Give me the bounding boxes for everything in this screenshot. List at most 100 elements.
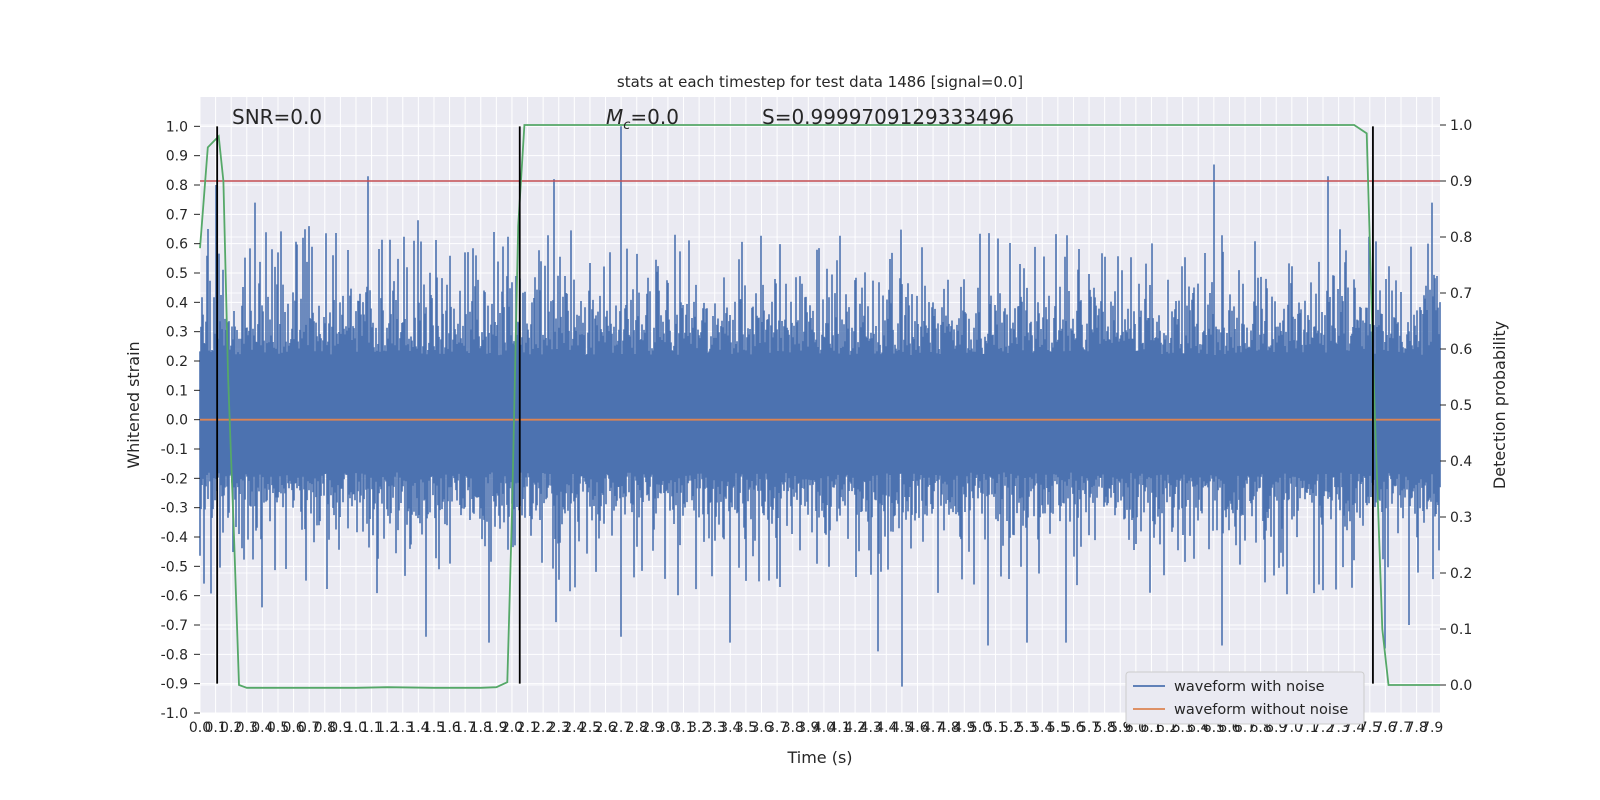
- y-right-tick-label: 0.4: [1450, 454, 1472, 470]
- y-tick-label: 0.8: [166, 178, 188, 194]
- x-tick-label: 3.4: [719, 720, 741, 736]
- y-right-tick-label: 0.3: [1450, 510, 1472, 526]
- y-right-tick-label: 0.5: [1450, 398, 1472, 414]
- x-tick-label: 4.4: [875, 720, 897, 736]
- chirp-mass-value: =0.0: [630, 105, 679, 129]
- y-tick-label: 0.7: [166, 207, 188, 223]
- x-tick-label: 1.1: [360, 720, 382, 736]
- legend-label-noisy: waveform with noise: [1174, 679, 1325, 695]
- x-tick-label: 0.8: [314, 720, 336, 736]
- x-tick-label: 5.8: [1094, 720, 1116, 736]
- y-right-tick-label: 0.8: [1450, 230, 1472, 246]
- x-tick-label: 5.5: [1047, 720, 1069, 736]
- y-tick-label: -0.6: [161, 589, 188, 605]
- y-tick-label: 0.2: [166, 354, 188, 370]
- x-tick-label: 5.4: [1031, 720, 1053, 736]
- y-tick-label: 0.5: [166, 266, 188, 282]
- x-tick-label: 0.9: [329, 720, 351, 736]
- chirp-mass-annotation: Mc=0.0: [606, 105, 679, 133]
- x-axis-label: Time (s): [786, 748, 852, 767]
- y-tick-label: -0.2: [161, 471, 188, 487]
- chart-title: stats at each timestep for test data 148…: [617, 73, 1023, 91]
- x-tick-label: 2.4: [563, 720, 585, 736]
- x-tick-label: 1.7: [454, 720, 476, 736]
- chirp-mass-symbol: M: [606, 105, 623, 129]
- x-tick-label: 3.2: [688, 720, 710, 736]
- x-tick-label: 4.6: [906, 720, 928, 736]
- x-tick-label: 1.5: [423, 720, 445, 736]
- x-tick-label: 1.0: [345, 720, 367, 736]
- data-layer: [199, 124, 1441, 689]
- x-tick-label: 2.1: [516, 720, 538, 736]
- x-tick-label: 4.8: [938, 720, 960, 736]
- x-tick-label: 4.7: [922, 720, 944, 736]
- x-tick-label: 2.0: [501, 720, 523, 736]
- y-tick-label: -1.0: [161, 706, 188, 722]
- x-tick-label: 4.3: [860, 720, 882, 736]
- y-right-tick-label: 0.6: [1450, 342, 1472, 358]
- x-tick-label: 0.7: [298, 720, 320, 736]
- x-tick-label: 2.3: [548, 720, 570, 736]
- y-tick-label: 0.0: [166, 413, 188, 429]
- x-tick-label: 4.0: [813, 720, 835, 736]
- x-tick-label: 1.4: [407, 720, 429, 736]
- x-tick-label: 0.5: [267, 720, 289, 736]
- x-tick-label: 5.6: [1062, 720, 1084, 736]
- y-tick-label: 0.4: [166, 295, 188, 311]
- x-tick-label: 5.3: [1016, 720, 1038, 736]
- legend-label-clean: waveform without noise: [1174, 702, 1348, 718]
- y-tick-label: -0.1: [161, 442, 188, 458]
- x-tick-label: 4.2: [844, 720, 866, 736]
- snr-annotation: SNR=0.0: [232, 105, 322, 129]
- y-tick-label: -0.4: [161, 530, 188, 546]
- x-tick-label: 3.5: [735, 720, 757, 736]
- x-tick-label: 1.3: [392, 720, 414, 736]
- x-tick-label: 2.2: [532, 720, 554, 736]
- x-tick-label: 2.8: [626, 720, 648, 736]
- x-tick-label: 3.8: [782, 720, 804, 736]
- x-tick-label: 7.6: [1374, 720, 1396, 736]
- x-tick-label: 7.8: [1405, 720, 1427, 736]
- x-tick-label: 0.4: [251, 720, 273, 736]
- x-tick-label: 0.2: [220, 720, 242, 736]
- y-right-tick-label: 0.1: [1450, 622, 1472, 638]
- x-tick-label: 3.9: [797, 720, 819, 736]
- x-tick-label: 1.2: [376, 720, 398, 736]
- x-tick-label: 7.9: [1421, 720, 1443, 736]
- x-tick-label: 5.7: [1078, 720, 1100, 736]
- y-tick-label: 0.3: [166, 325, 188, 341]
- legend-box: [1125, 671, 1365, 725]
- y-tick-label: 0.6: [166, 237, 188, 253]
- x-tick-label: 7.5: [1359, 720, 1381, 736]
- chirp-mass-subscript: c: [623, 118, 630, 133]
- x-tick-label: 4.9: [953, 720, 975, 736]
- y-right-tick-label: 0.9: [1450, 174, 1472, 190]
- x-tick-label: 0.1: [204, 720, 226, 736]
- x-tick-label: 5.9: [1109, 720, 1131, 736]
- x-tick-label: 3.0: [657, 720, 679, 736]
- y-tick-label: -0.5: [161, 559, 188, 575]
- y-right-tick-label: 1.0: [1450, 118, 1472, 134]
- x-tick-label: 2.9: [641, 720, 663, 736]
- x-tick-label: 1.8: [470, 720, 492, 736]
- x-tick-label: 3.3: [704, 720, 726, 736]
- x-tick-label: 1.6: [438, 720, 460, 736]
- y-right-tick-label: 0.7: [1450, 286, 1472, 302]
- x-tick-label: 2.5: [579, 720, 601, 736]
- legend: waveform with noise waveform without noi…: [1125, 671, 1365, 725]
- x-tick-label: 3.1: [672, 720, 694, 736]
- x-tick-label: 1.9: [485, 720, 507, 736]
- x-tick-label: 4.1: [828, 720, 850, 736]
- score-annotation: S=0.9999709129333496: [762, 105, 1014, 129]
- x-tick-label: 3.6: [750, 720, 772, 736]
- x-tick-label: 4.5: [891, 720, 913, 736]
- y-tick-label: -0.3: [161, 501, 188, 517]
- x-tick-label: 0.0: [189, 720, 211, 736]
- x-tick-label: 0.3: [236, 720, 258, 736]
- y-axis-label-right: Detection probability: [1490, 321, 1509, 489]
- y-tick-label: -0.7: [161, 618, 188, 634]
- y-tick-label: -0.8: [161, 647, 188, 663]
- y-tick-label: 1.0: [166, 119, 188, 135]
